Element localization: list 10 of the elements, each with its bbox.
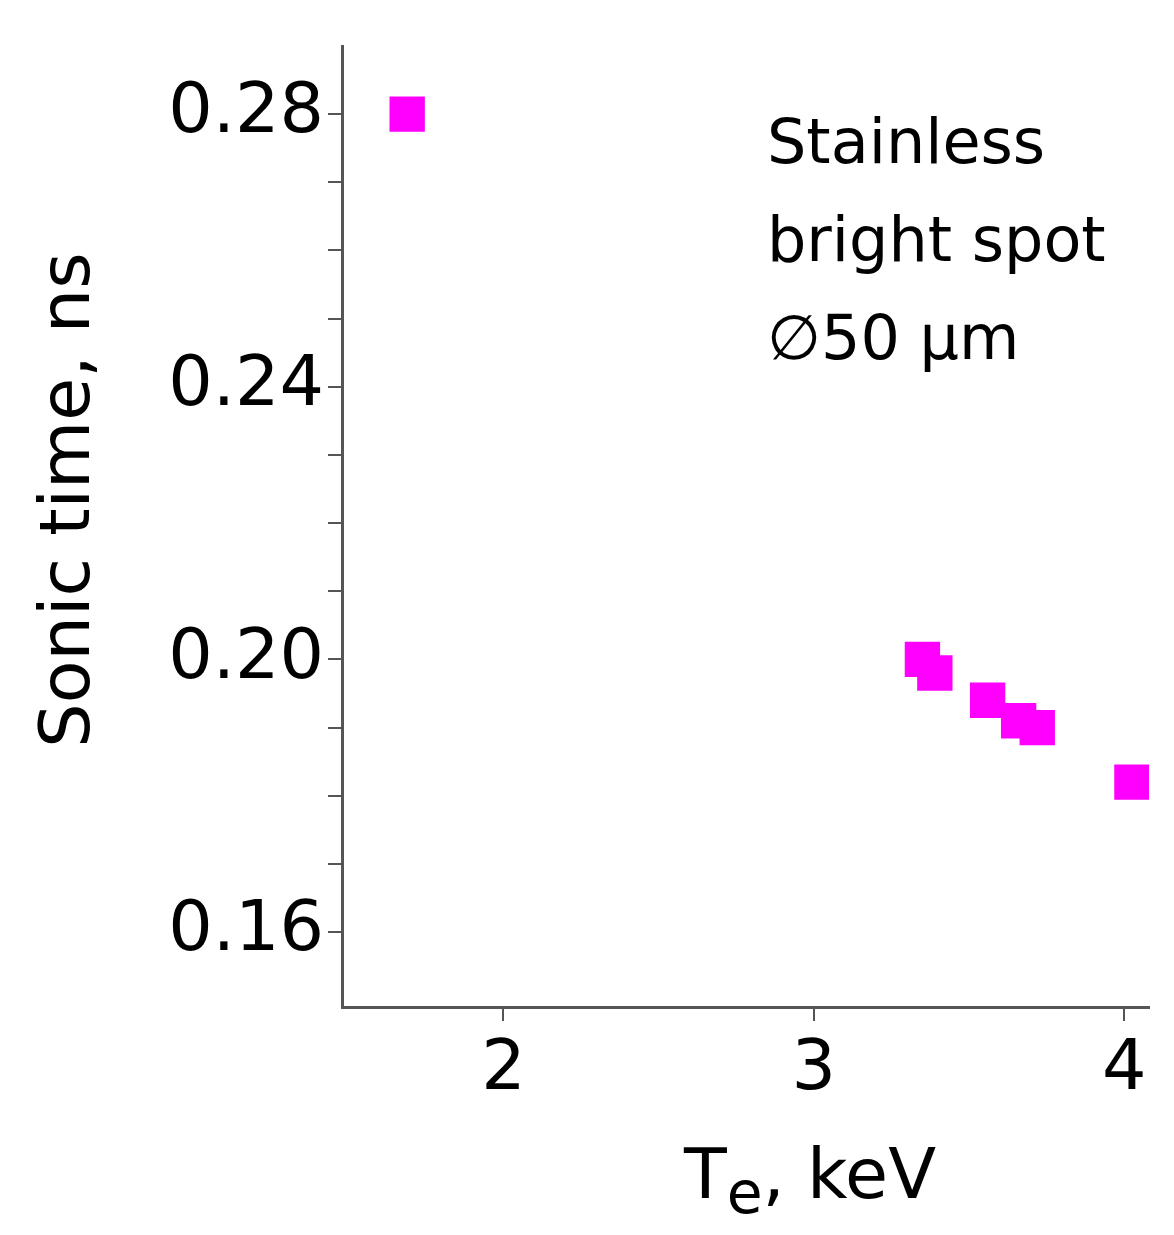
y-axis-title: Sonic time, ns (24, 252, 106, 748)
annotation: Stainless bright spot ∅50 μm (767, 105, 1106, 375)
x-tick-label: 2 (481, 1024, 526, 1107)
x-tick-label: 4 (1101, 1024, 1147, 1107)
y-tick-label: 0.24 (168, 339, 324, 422)
y-tick-label: 0.16 (168, 885, 324, 968)
y-tick-label: 0.28 (168, 67, 324, 150)
x-axis-title: T$_{e}$, keV (683, 1133, 937, 1227)
text: 0.20 (168, 612, 324, 695)
x-tick-label: 3 (791, 1024, 837, 1107)
